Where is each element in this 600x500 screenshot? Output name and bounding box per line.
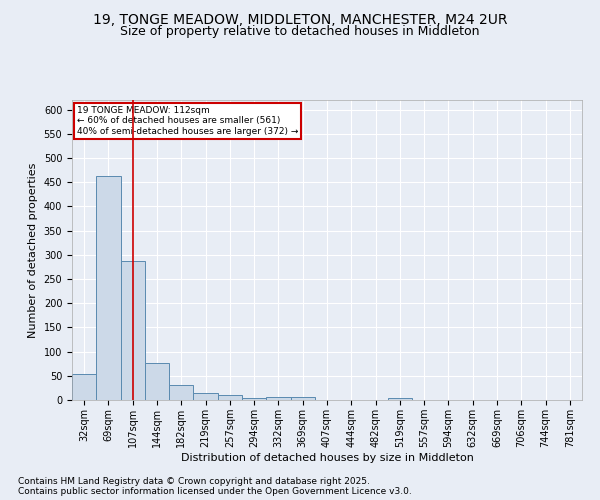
Text: 19 TONGE MEADOW: 112sqm
← 60% of detached houses are smaller (561)
40% of semi-d: 19 TONGE MEADOW: 112sqm ← 60% of detache… — [77, 106, 298, 136]
Bar — [145, 362, 169, 400]
Bar — [290, 396, 315, 400]
Bar — [388, 398, 412, 400]
Bar — [96, 176, 121, 400]
Text: 19, TONGE MEADOW, MIDDLETON, MANCHESTER, M24 2UR: 19, TONGE MEADOW, MIDDLETON, MANCHESTER,… — [93, 12, 507, 26]
Text: Size of property relative to detached houses in Middleton: Size of property relative to detached ho… — [120, 25, 480, 38]
Bar — [266, 397, 290, 400]
Bar — [193, 392, 218, 400]
Text: Contains public sector information licensed under the Open Government Licence v3: Contains public sector information licen… — [18, 488, 412, 496]
Bar — [121, 261, 145, 400]
Text: Contains HM Land Registry data © Crown copyright and database right 2025.: Contains HM Land Registry data © Crown c… — [18, 478, 370, 486]
Bar — [242, 398, 266, 400]
Bar — [72, 374, 96, 400]
Bar — [169, 385, 193, 400]
Bar — [218, 395, 242, 400]
Y-axis label: Number of detached properties: Number of detached properties — [28, 162, 38, 338]
X-axis label: Distribution of detached houses by size in Middleton: Distribution of detached houses by size … — [181, 452, 473, 462]
